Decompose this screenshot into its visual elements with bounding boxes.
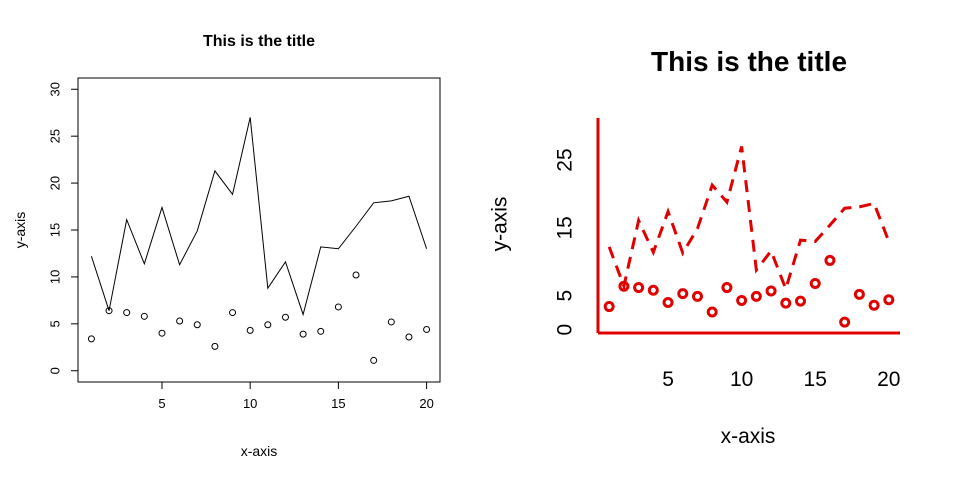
data-point — [809, 277, 821, 289]
data-point — [824, 254, 836, 266]
series-line — [90, 117, 428, 317]
x-tick-label: 5 — [158, 396, 165, 411]
data-point — [281, 313, 289, 321]
y-axis-label: y-axis — [12, 212, 28, 249]
x-tick-label: 15 — [804, 368, 827, 391]
data-point — [750, 290, 762, 302]
y-tick-label: 15 — [48, 223, 63, 237]
x-tick-label: 15 — [331, 396, 345, 411]
data-point — [853, 288, 865, 300]
data-point — [193, 321, 201, 329]
y-tick-label: 25 — [48, 129, 63, 143]
plot-title: This is the title — [651, 46, 847, 77]
y-tick-label: 15 — [554, 216, 577, 239]
data-point — [795, 295, 807, 307]
y-tick-label: 20 — [48, 176, 63, 190]
y-tick-label: 5 — [554, 290, 577, 302]
data-point — [387, 318, 395, 326]
data-point — [317, 327, 325, 335]
data-point — [765, 285, 777, 297]
data-point — [370, 356, 378, 364]
x-axis-label: x-axis — [241, 443, 278, 459]
data-point — [229, 309, 237, 317]
x-tick-label: 10 — [243, 396, 257, 411]
data-point — [87, 335, 95, 343]
y-tick-label: 10 — [48, 270, 63, 284]
data-point — [647, 284, 659, 296]
x-tick-label: 20 — [419, 396, 433, 411]
right-plot: 5 10 15 20 0 5 15 25 This is the title x-axis y-ax… — [489, 46, 901, 448]
y-tick-label: 0 — [48, 367, 63, 374]
data-point — [123, 309, 131, 317]
data-point — [140, 312, 148, 320]
left-plot: 5 10 15 20 0 5 10 15 20 25 30 This is the title x-ax… — [12, 33, 441, 459]
y-axis-label: y-axis — [489, 197, 512, 252]
data-point — [423, 325, 431, 333]
data-point — [334, 303, 342, 311]
data-point — [105, 307, 113, 315]
data-point — [736, 294, 748, 306]
data-point — [299, 330, 307, 338]
data-point — [352, 271, 360, 279]
series-line — [607, 146, 891, 294]
y-tick-label: 0 — [554, 324, 577, 336]
plot-title: This is the title — [203, 33, 315, 50]
data-point — [883, 294, 895, 306]
data-point — [176, 317, 184, 325]
y-tick-label: 25 — [554, 148, 577, 171]
x-axis-label: x-axis — [721, 425, 776, 448]
data-point — [677, 288, 689, 300]
x-tick-label: 20 — [877, 368, 900, 391]
data-point — [662, 296, 674, 308]
data-point — [246, 326, 254, 334]
data-point — [839, 316, 851, 328]
data-point — [868, 299, 880, 311]
data-point — [405, 333, 413, 341]
data-point — [780, 297, 792, 309]
data-point — [706, 306, 718, 318]
data-point — [158, 329, 166, 337]
x-tick-label: 5 — [662, 368, 674, 391]
data-point — [618, 280, 630, 292]
data-point — [264, 321, 272, 329]
data-point — [691, 290, 703, 302]
data-point — [603, 301, 615, 313]
x-tick-label: 10 — [730, 368, 753, 391]
y-tick-label: 30 — [48, 82, 63, 96]
data-point — [721, 282, 733, 294]
data-point — [633, 282, 645, 294]
plot-box — [77, 77, 441, 383]
data-point — [211, 342, 219, 350]
y-tick-label: 5 — [48, 320, 63, 327]
